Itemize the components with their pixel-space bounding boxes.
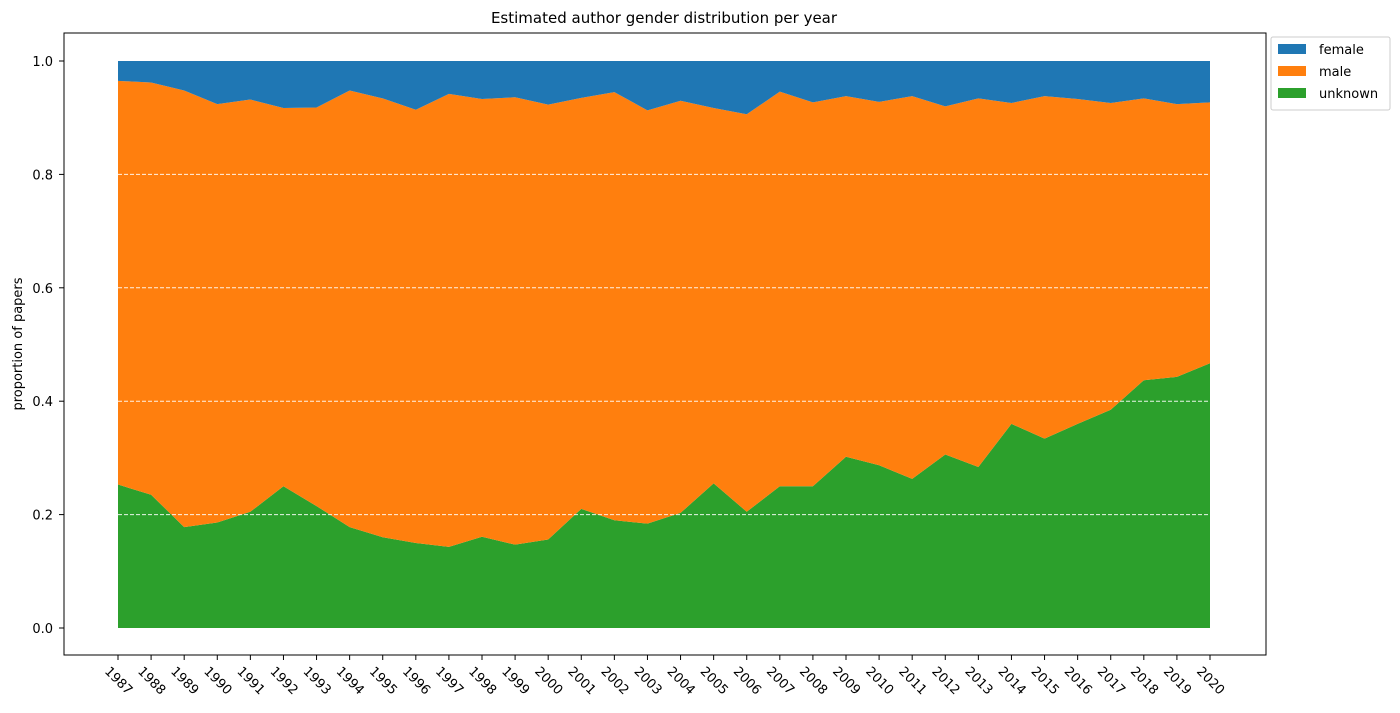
x-tick-label: 1998 [465,664,499,698]
x-tick-label: 2013 [962,664,996,698]
y-axis-label: proportion of papers [11,277,26,410]
y-tick-label: 0.8 [32,168,53,183]
x-tick-label: 2017 [1094,664,1128,698]
y-tick-label: 0.6 [32,282,53,297]
legend-swatch-unknown [1278,88,1306,98]
x-tick-label: 1999 [498,664,532,698]
x-tick-label: 2012 [928,664,962,698]
x-tick-label: 1997 [432,664,466,698]
x-tick-label: 1987 [101,664,135,698]
y-tick-label: 0.4 [32,395,53,410]
x-tick-label: 2003 [631,664,665,698]
x-tick-label: 1990 [200,664,234,698]
y-tick-label: 1.0 [32,55,53,70]
legend-swatch-male [1278,66,1306,76]
legend-label-male: male [1319,65,1351,80]
x-tick-label: 1991 [234,664,268,698]
x-tick-label: 2007 [763,664,797,698]
series-area-unknown [118,363,1210,628]
x-tick-label: 2016 [1061,664,1095,698]
x-tick-label: 2009 [829,664,863,698]
grid-lines [118,173,1210,516]
x-tick-label: 2001 [564,664,598,698]
legend: female male unknown [1270,36,1391,111]
x-tick-label: 2011 [895,664,929,698]
x-tick-label: 2019 [1160,664,1194,698]
legend-label-unknown: unknown [1319,87,1378,102]
legend-swatch-female [1278,44,1306,54]
plot-frame [63,32,1267,656]
x-tick-label: 2018 [1127,664,1161,698]
x-tick-label: 2014 [995,664,1029,698]
series-area-male [118,80,1210,547]
x-tick-label: 2004 [664,664,698,698]
area-layer [118,61,1210,628]
x-tick-label: 2020 [1193,664,1227,698]
y-tick-label: 0.2 [32,509,53,524]
x-tick-label: 1988 [134,664,168,698]
x-tick-label: 2015 [1028,664,1062,698]
series-area-female [118,61,1210,115]
x-tick-label: 1994 [333,664,367,698]
y-axis: 0.0 0.2 0.4 0.6 0.8 1.0 [32,55,64,637]
x-tick-label: 2010 [862,664,896,698]
y-tick-label: 0.0 [32,622,53,637]
x-tick-label: 2005 [697,664,731,698]
x-tick-label: 1992 [267,664,301,698]
x-tick-label: 2008 [796,664,830,698]
x-tick-label: 2000 [531,664,565,698]
x-tick-label: 1993 [300,664,334,698]
x-tick-label: 2006 [730,664,764,698]
x-tick-label: 1995 [366,664,400,698]
x-tick-label: 2002 [598,664,632,698]
legend-label-female: female [1319,43,1364,58]
chart-title: Estimated author gender distribution per… [491,9,838,27]
x-tick-label: 1996 [399,664,433,698]
x-tick-label: 1989 [167,664,201,698]
x-axis: 1987 1988 1989 1990 1991 1992 1993 1994 1995 1996… [101,655,1227,698]
